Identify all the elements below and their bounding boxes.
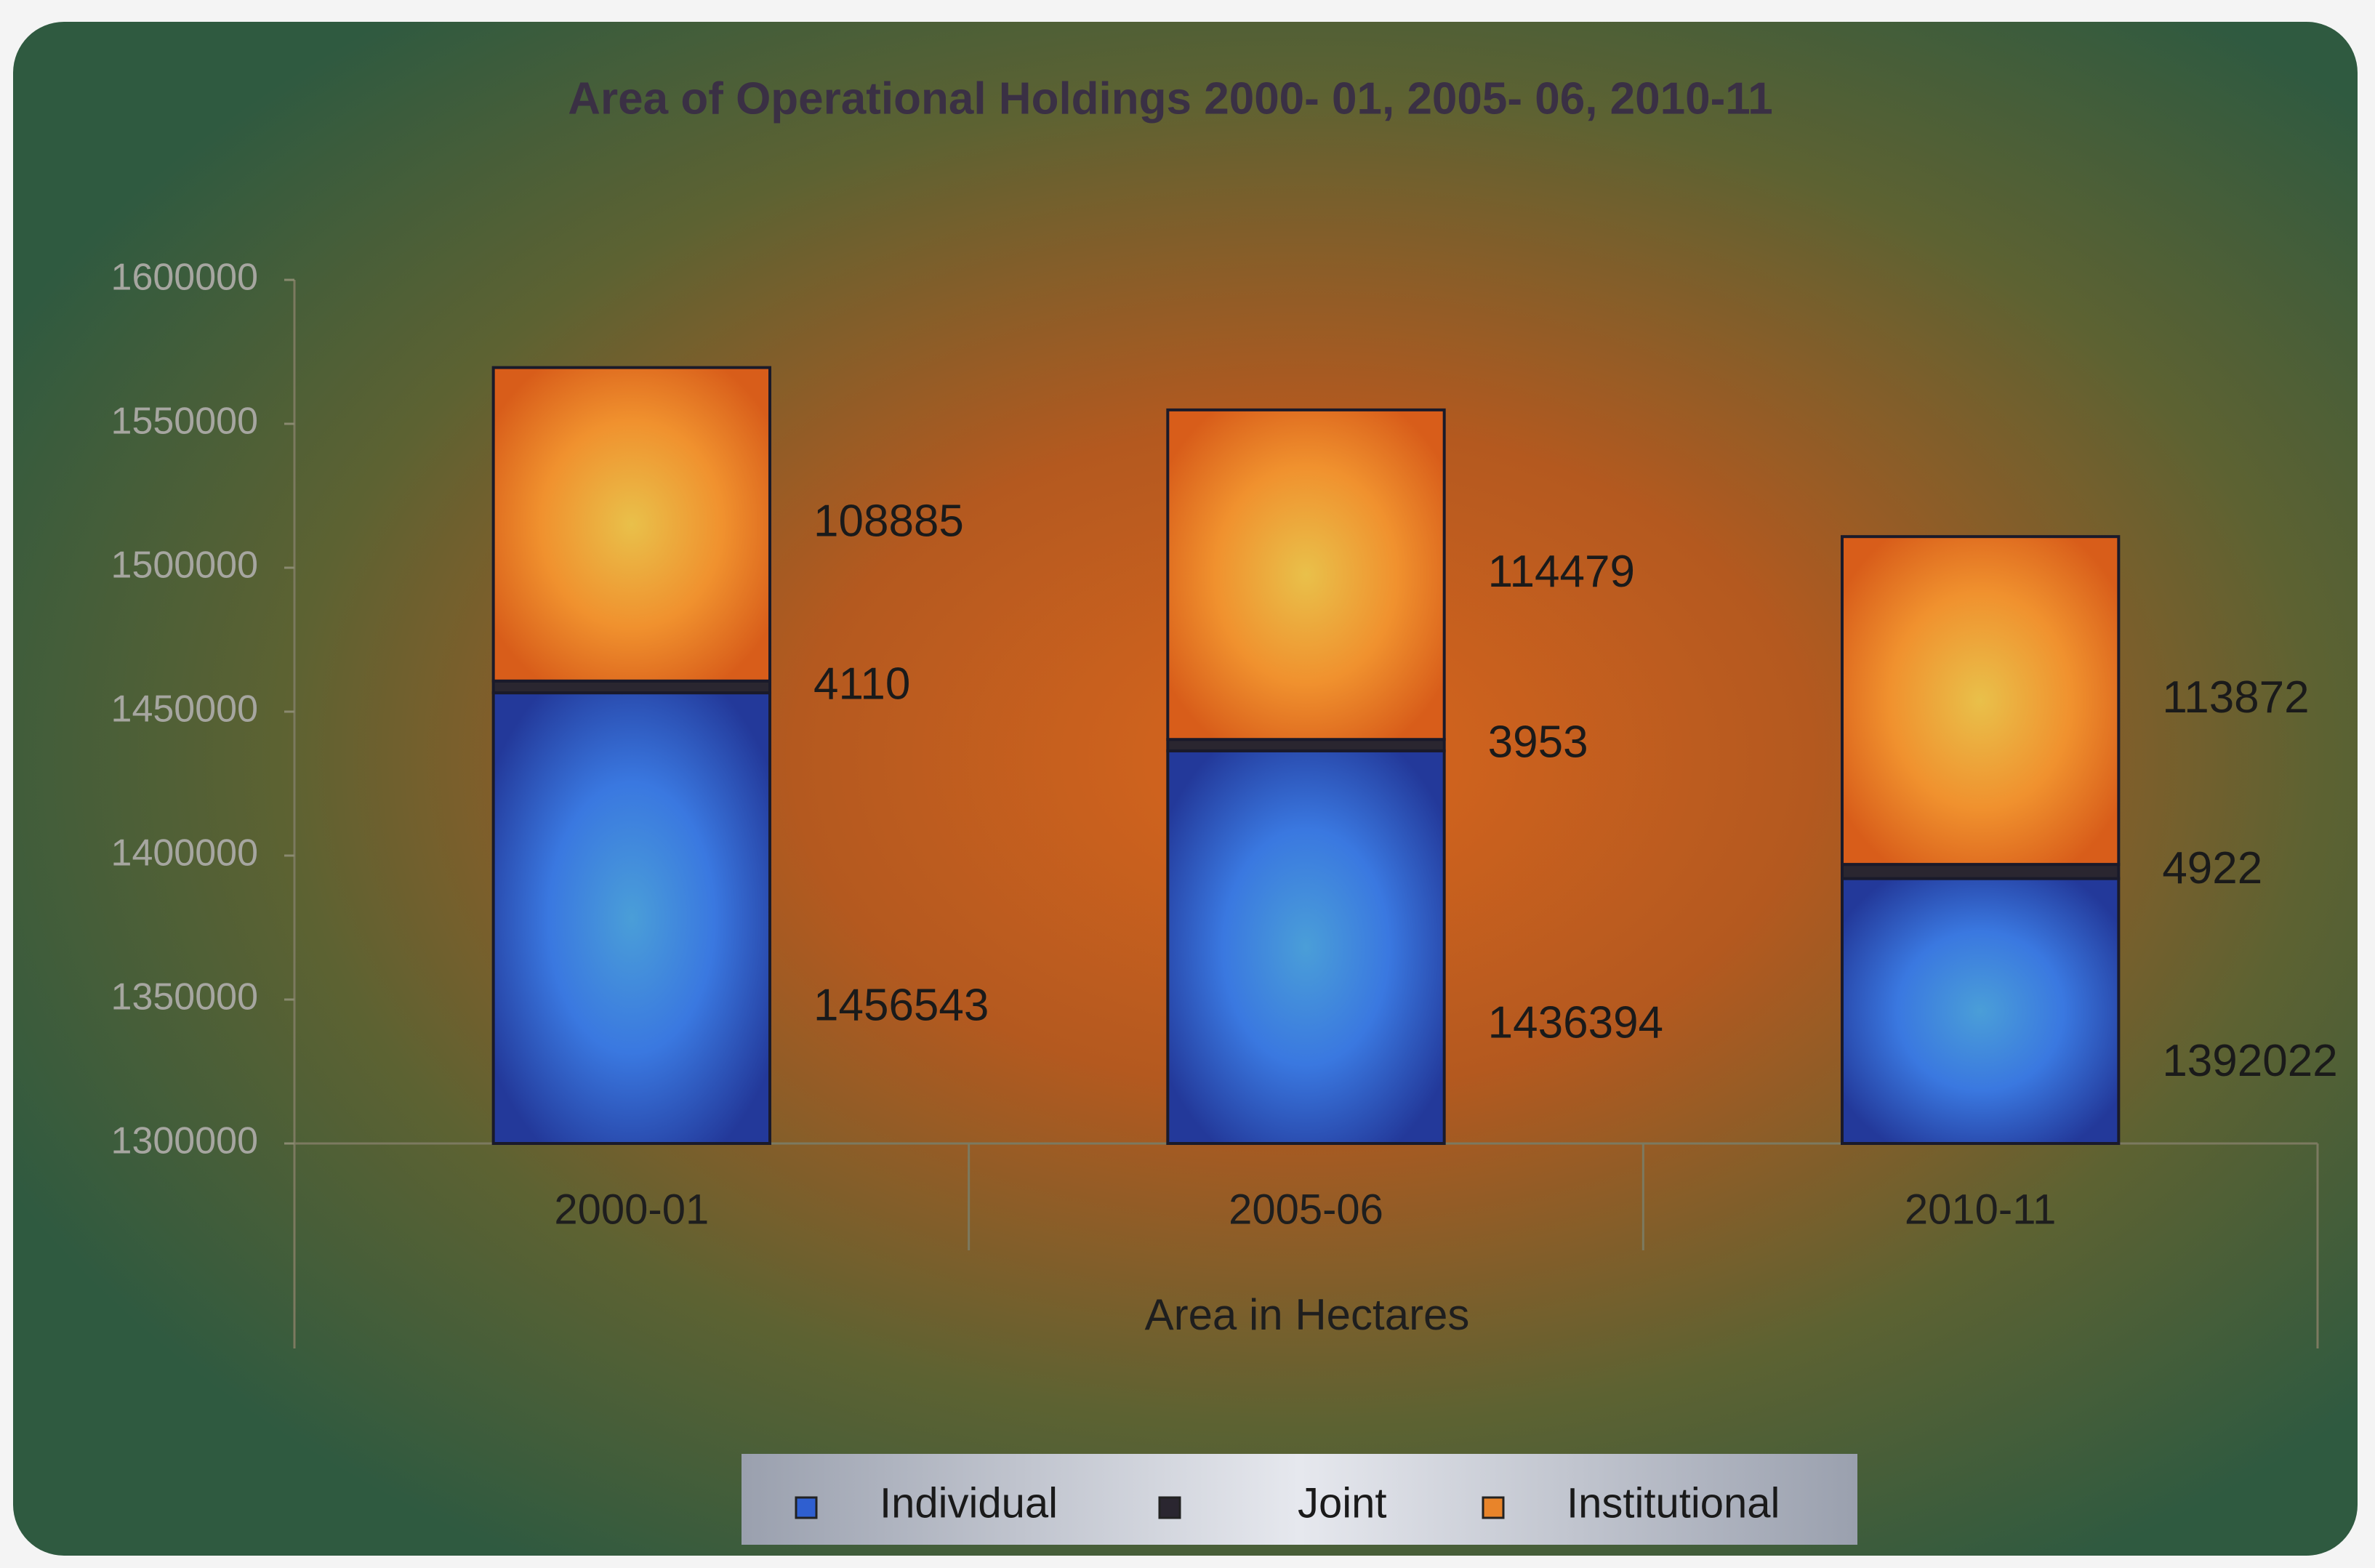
x-tick-label: 2010-11 <box>1905 1186 2057 1233</box>
x-tick-label: 2005-06 <box>1229 1186 1383 1233</box>
y-tick-label: 1600000 <box>111 257 258 299</box>
bar-segment <box>1166 408 1446 741</box>
legend-box <box>742 1454 1857 1545</box>
legend-swatch <box>1482 1496 1505 1519</box>
legend-swatch <box>795 1496 818 1519</box>
legend-label: Joint <box>1298 1479 1387 1527</box>
data-label: 1436394 <box>1488 997 1663 1048</box>
bar-segment <box>1840 863 2121 880</box>
data-label: 1456543 <box>813 980 989 1030</box>
legend-label: Individual <box>880 1479 1058 1527</box>
y-tick-label: 1450000 <box>111 688 258 731</box>
bar-segment <box>1166 738 1446 752</box>
x-tick-label: 2000-01 <box>554 1186 709 1233</box>
chart-title: Area of Operational Holdings 2000- 01, 2… <box>568 73 1773 124</box>
bar-segment <box>1840 877 2121 1146</box>
bar-segment <box>1840 535 2121 867</box>
bar-segment <box>1166 749 1446 1145</box>
y-tick-label: 1350000 <box>111 976 258 1018</box>
data-label: 4922 <box>2162 843 2262 893</box>
x-axis-label: Area in Hectares <box>1145 1290 1470 1339</box>
y-tick-label: 1400000 <box>111 832 258 875</box>
bar-segment <box>491 679 772 695</box>
legend-label: Institutional <box>1567 1479 1780 1527</box>
y-tick-label: 1550000 <box>111 401 258 443</box>
bar-segment <box>491 366 772 683</box>
data-label: 4110 <box>813 659 910 709</box>
legend-swatch <box>1158 1496 1181 1519</box>
data-label: 114479 <box>1488 547 1635 597</box>
data-label: 113872 <box>2162 672 2309 723</box>
bar-segment <box>491 691 772 1145</box>
y-tick-label: 1500000 <box>111 544 258 587</box>
data-label: 3953 <box>1488 717 1588 767</box>
data-label: 108885 <box>813 496 964 547</box>
data-label: 1392022 <box>2162 1036 2337 1086</box>
y-tick-label: 1300000 <box>111 1120 258 1162</box>
